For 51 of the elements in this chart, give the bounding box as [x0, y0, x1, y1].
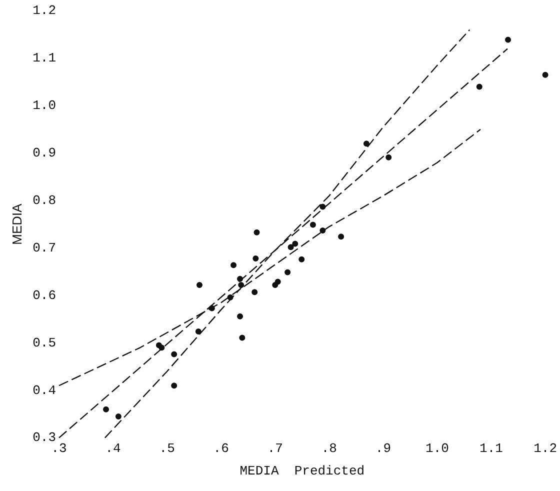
x-tick-label: .6 — [213, 441, 229, 456]
y-tick-label: 0.4 — [32, 382, 56, 398]
point — [227, 294, 234, 300]
point — [274, 278, 281, 285]
point — [542, 72, 548, 78]
point — [171, 351, 178, 358]
point — [310, 222, 316, 228]
y-tick-label: 0.9 — [32, 146, 56, 161]
x-tick-label: .9 — [375, 441, 392, 456]
x-tick-label: .5 — [159, 441, 175, 456]
point — [505, 36, 512, 43]
point — [115, 413, 122, 420]
point — [252, 255, 259, 262]
point — [476, 84, 482, 90]
point — [195, 328, 202, 335]
point — [292, 240, 298, 247]
x-tick-label: 1.0 — [426, 441, 449, 456]
point — [237, 276, 244, 282]
y-tick-label: 1.0 — [32, 98, 56, 114]
point — [103, 406, 110, 412]
x-axis-title: MEDIA Predicted — [240, 464, 365, 479]
point — [158, 344, 165, 351]
point — [320, 227, 326, 234]
point — [252, 289, 258, 296]
point — [284, 269, 291, 276]
y-tick-label: 1.1 — [32, 50, 56, 66]
y-tick-label: 1.2 — [32, 3, 56, 18]
point — [363, 140, 370, 147]
point — [254, 229, 260, 236]
x-tick-label: .8 — [321, 441, 337, 456]
y-tick-label: 0.8 — [32, 193, 56, 208]
x-tick-label: .7 — [267, 441, 283, 456]
y-tick-label: 0.6 — [32, 288, 56, 303]
point — [237, 313, 244, 320]
point — [238, 282, 244, 288]
point — [320, 204, 326, 210]
y-axis-title: MEDIA — [9, 203, 24, 245]
point — [196, 282, 202, 288]
point — [208, 305, 215, 312]
point — [338, 234, 344, 240]
point — [230, 262, 237, 268]
y-tick-label: 0.5 — [32, 335, 56, 350]
point — [288, 244, 294, 250]
x-tick-label: 1.1 — [480, 441, 504, 456]
point — [171, 382, 178, 389]
point — [386, 154, 392, 160]
x-tick-label: 1.2 — [534, 441, 557, 456]
point — [239, 334, 246, 341]
y-tick-label: 0.7 — [32, 240, 56, 256]
point — [298, 256, 305, 262]
x-tick-label: .4 — [105, 441, 122, 456]
